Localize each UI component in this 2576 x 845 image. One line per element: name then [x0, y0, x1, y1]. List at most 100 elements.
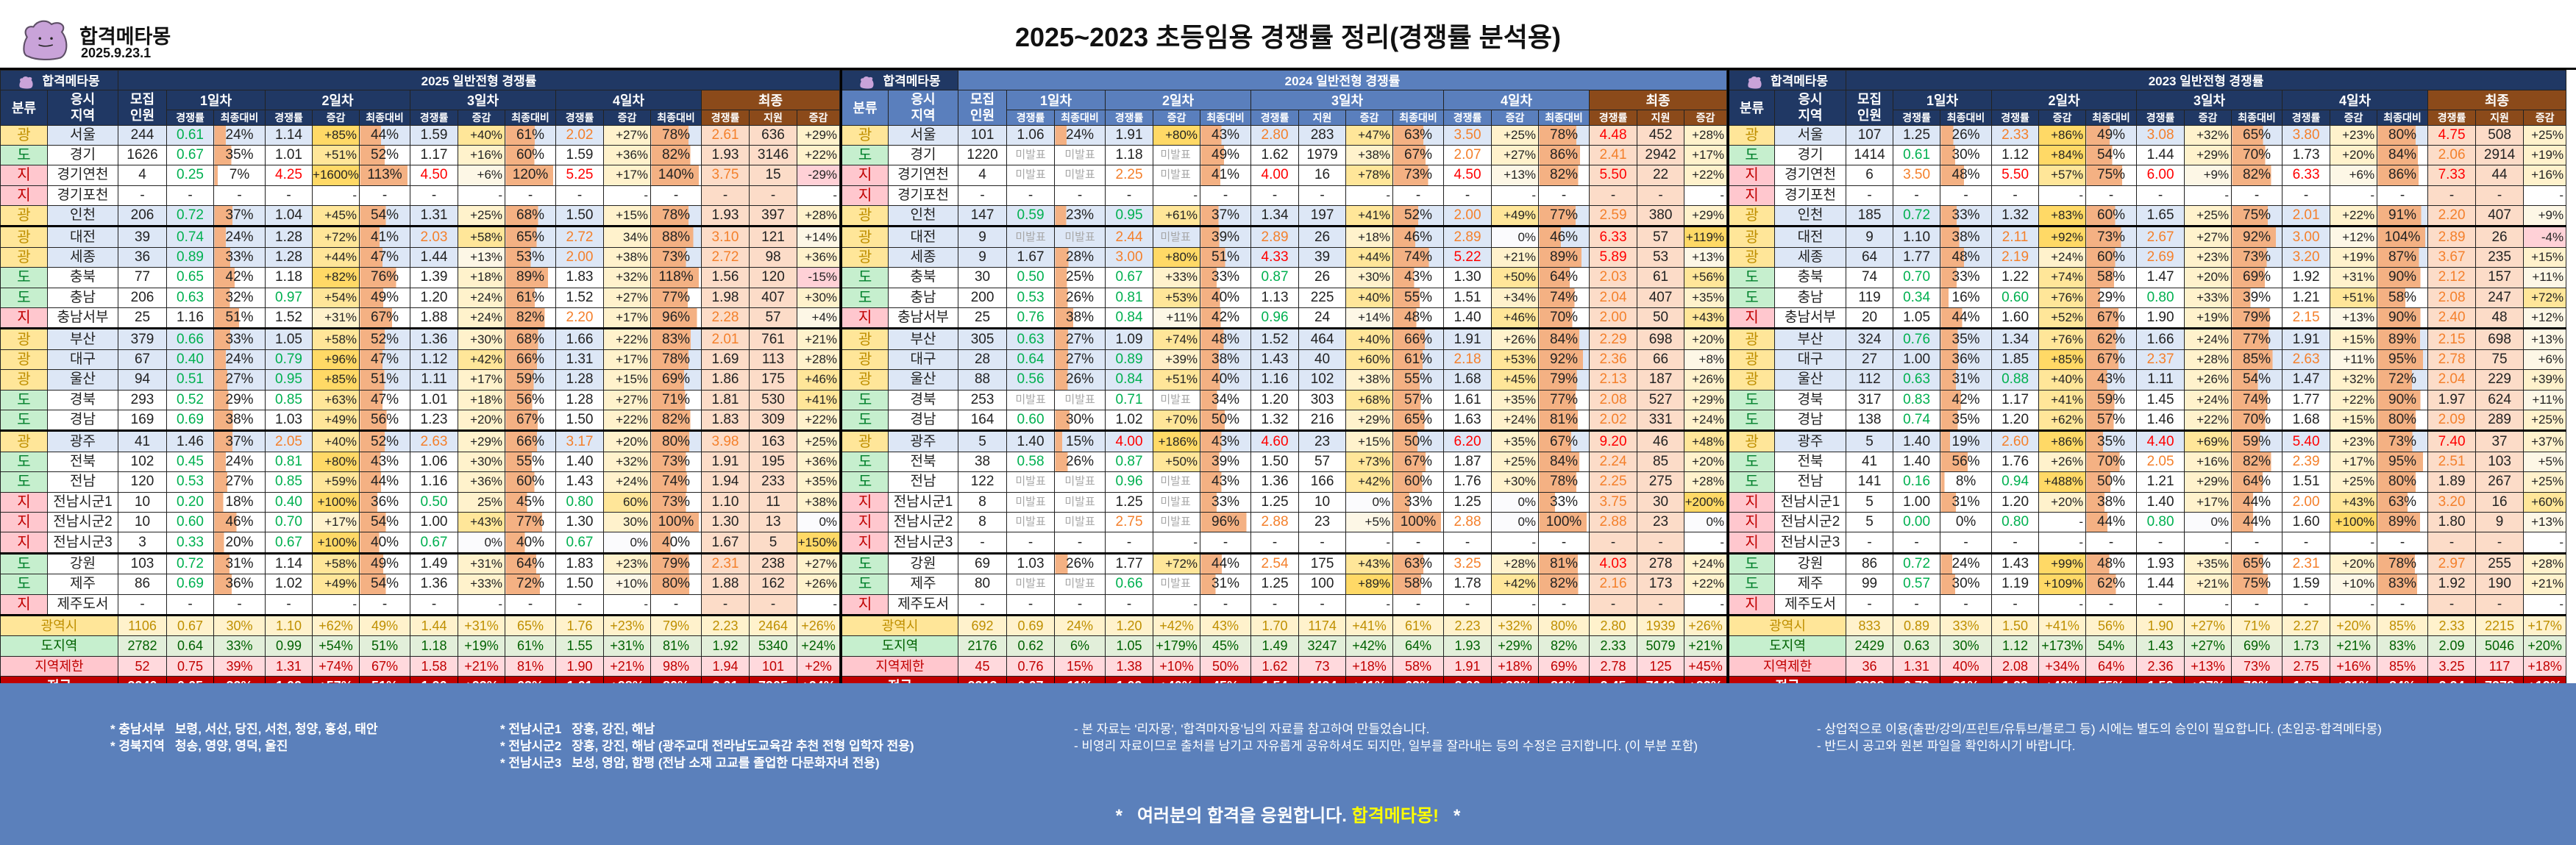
- table-cell: 138: [1846, 409, 1894, 432]
- summary-cell: +41%: [1345, 613, 1394, 637]
- table-cell: -: [458, 185, 506, 207]
- table-cell: 2.28: [701, 307, 750, 330]
- table-cell: 3.80: [2282, 124, 2331, 146]
- subcolumn-header: 최종대비: [213, 109, 266, 126]
- table-cell: +22%: [603, 409, 652, 432]
- summary-cell: 80%: [1538, 613, 1590, 637]
- table-cell: 2.63: [410, 430, 459, 452]
- table-row: 도 경북 253 미발표 미발표 0.71 미발표 34% 1.20 303 +68% 57% 1.61…: [841, 389, 1728, 410]
- table-cell: 50%: [1392, 430, 1445, 452]
- table-cell: +27%: [797, 552, 841, 575]
- table-cell: 2.31: [2282, 552, 2331, 575]
- table-cell: 1.36: [1250, 471, 1300, 493]
- table-row: 도 전북 38 0.58 26% 0.87 +50% 39% 1.50 57 +73% 67% 1.87…: [841, 451, 1728, 473]
- summary-cell: 0.69: [1006, 613, 1056, 637]
- table-cell: 0.16: [1893, 471, 1941, 493]
- table-cell: +29%: [1684, 389, 1728, 410]
- table-cell: -: [2184, 593, 2232, 616]
- region-name: 전북: [1774, 451, 1847, 473]
- summary-cell: +42%: [1345, 635, 1394, 657]
- table-cell: 67%: [359, 307, 411, 330]
- table-cell: 49%: [359, 552, 411, 575]
- table-cell: 1.59: [2282, 574, 2331, 595]
- category-header: 분류: [1728, 89, 1776, 126]
- table-cell: 91%: [2377, 205, 2429, 228]
- table-cell: 75%: [2231, 574, 2283, 595]
- table-cell: 27%: [213, 471, 266, 493]
- table-cell: 90%: [2377, 389, 2429, 410]
- day-header: 2일차: [1991, 89, 2138, 110]
- table-cell: 2.78: [2427, 349, 2477, 371]
- subcolumn-header: 경쟁률: [1991, 109, 2040, 126]
- table-cell: -: [312, 185, 360, 207]
- summary-cell: +20%: [2523, 635, 2567, 657]
- summary-cell: 2.09: [2427, 635, 2477, 657]
- table-cell: -: [958, 532, 1008, 555]
- jeonnam-note: * 전남시군2 장흥, 강진, 해남 (광주교대 전라남도교육감 추천 전형 입학…: [500, 738, 914, 754]
- region-name: 전남시군2: [888, 511, 959, 533]
- table-cell: 65%: [2231, 124, 2283, 146]
- table-cell: 89%: [2377, 511, 2429, 533]
- table-cell: 26: [2475, 226, 2525, 248]
- category-badge: 도: [0, 287, 48, 309]
- table-cell: 38%: [213, 409, 266, 432]
- table-cell: +47%: [1345, 124, 1394, 146]
- table-cell: 0.80: [2136, 511, 2185, 533]
- table-cell: +78%: [1345, 165, 1394, 186]
- category-badge: 도: [1728, 574, 1776, 595]
- table-cell: 1.69: [701, 349, 750, 371]
- table-cell: -: [166, 593, 215, 616]
- table-cell: 57: [749, 307, 798, 330]
- table-cell: -: [505, 185, 557, 207]
- brand-cell: 합격메타몽: [1728, 70, 1847, 90]
- table-cell: +36%: [797, 451, 841, 473]
- table-cell: 1.05: [1893, 307, 1941, 330]
- table-cell: 1.18: [265, 267, 313, 288]
- table-cell: 2.03: [410, 226, 459, 248]
- table-cell: -: [118, 185, 168, 207]
- cheer-highlight: 합격메타몽!: [1351, 806, 1440, 826]
- table-cell: +12%: [2330, 226, 2378, 248]
- summary-cell: 1106: [118, 613, 168, 637]
- table-cell: 1.28: [265, 246, 313, 268]
- table-cell: 51%: [1200, 246, 1252, 268]
- region-name: 경기연천: [888, 165, 959, 186]
- table-cell: 55%: [1392, 369, 1445, 391]
- table-cell: 1.25: [1893, 124, 1941, 146]
- table-cell: 3.00: [2282, 226, 2331, 248]
- table-cell: 0%: [1940, 511, 1993, 533]
- table-cell: 미발표: [1006, 389, 1056, 410]
- table-cell: +22%: [2330, 205, 2378, 228]
- subcolumn-header: 지원: [749, 109, 798, 126]
- table-cell: 33%: [1200, 491, 1252, 513]
- summary-cell: 1.43: [2136, 635, 2185, 657]
- table-cell: 90%: [2377, 267, 2429, 288]
- table-row: 광 세종 9 1.67 28% 3.00 +80% 51% 4.33 39 +44% 74% 5.22 +…: [841, 246, 1728, 268]
- table-cell: 0%: [1491, 511, 1540, 533]
- table-cell: -: [2475, 593, 2525, 616]
- table-cell: +13%: [2330, 307, 2378, 330]
- table-cell: -: [410, 185, 459, 207]
- table-cell: 2.67: [2136, 226, 2185, 248]
- table-cell: 67%: [1538, 430, 1590, 452]
- table-cell: 55%: [1392, 287, 1445, 309]
- summary-cell: 1.31: [1893, 655, 1941, 677]
- table-cell: 187: [1637, 369, 1685, 391]
- table-cell: 379: [118, 328, 168, 350]
- table-cell: 0.67: [166, 144, 215, 166]
- table-cell: 37%: [1200, 205, 1252, 228]
- table-cell: 78%: [650, 349, 702, 371]
- table-cell: +17%: [2330, 451, 2378, 473]
- table-cell: 4.33: [1250, 246, 1300, 268]
- table-cell: 1.32: [1991, 205, 2040, 228]
- table-cell: 1.67: [701, 532, 750, 555]
- table-cell: 206: [118, 205, 168, 228]
- table-cell: -: [1006, 185, 1056, 207]
- table-cell: -: [1991, 593, 2040, 616]
- summary-cell: +16%: [2330, 655, 2378, 677]
- recruit-header: 모집 인원: [1846, 89, 1894, 126]
- table-cell: +26%: [1491, 328, 1540, 350]
- table-cell: +27%: [2184, 226, 2232, 248]
- table-cell: 47%: [359, 389, 411, 410]
- table-cell: 1.30: [555, 511, 605, 533]
